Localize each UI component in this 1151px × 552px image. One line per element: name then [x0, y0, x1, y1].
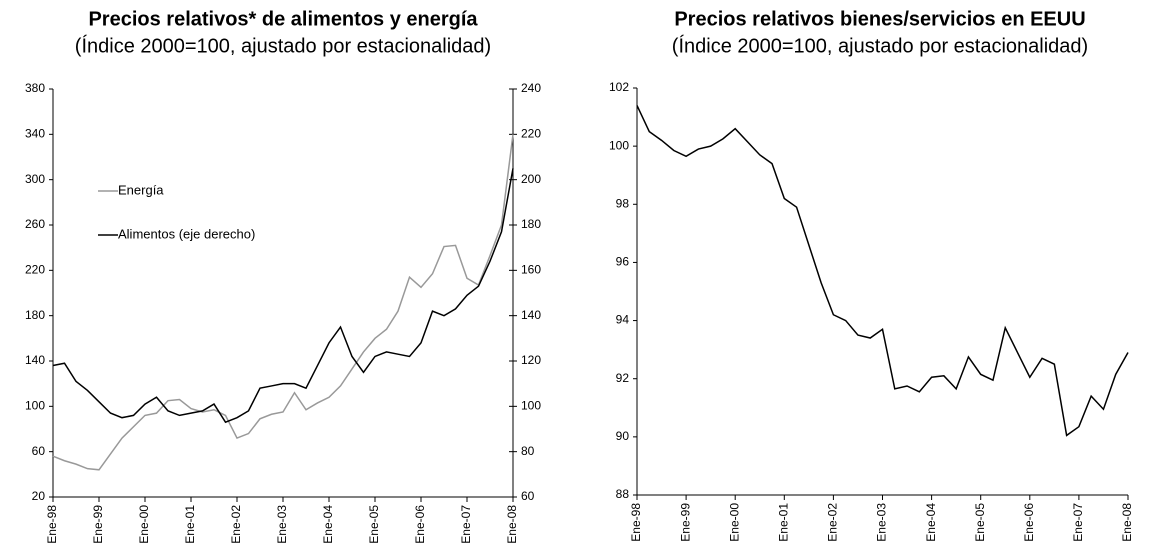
y2-tick-label: 120 [521, 353, 541, 367]
x-tick-label: Ene-01 [776, 503, 790, 542]
chart-subtitle: (Índice 2000=100, ajustado por estaciona… [75, 34, 491, 57]
y-tick-label: 140 [25, 353, 45, 367]
y-tick-label: 340 [25, 127, 45, 141]
x-tick-label: Ene-01 [183, 505, 197, 544]
y-tick-label: 260 [25, 217, 45, 231]
x-tick-label: Ene-05 [973, 503, 987, 542]
x-tick-label: Ene-08 [1120, 503, 1134, 542]
y-tick-label: 100 [25, 399, 45, 413]
y2-tick-label: 240 [521, 81, 541, 95]
y-tick-label: 100 [609, 138, 629, 152]
y-tick-label: 380 [25, 81, 45, 95]
y2-tick-label: 200 [521, 172, 541, 186]
x-tick-label: Ene-98 [629, 503, 643, 542]
x-tick-label: Ene-07 [1071, 503, 1085, 542]
legend-label: Energía [118, 182, 164, 197]
data-line [52, 134, 514, 471]
y-tick-label: 180 [25, 308, 45, 322]
y2-tick-label: 140 [521, 308, 541, 322]
chart-subtitle: (Índice 2000=100, ajustado por estaciona… [672, 34, 1088, 57]
y-tick-label: 20 [32, 489, 46, 503]
y-tick-label: 300 [25, 172, 45, 186]
y-tick-label: 96 [616, 255, 630, 269]
y-tick-label: 90 [616, 429, 630, 443]
y-tick-label: 98 [616, 196, 630, 210]
x-tick-label: Ene-99 [91, 505, 105, 544]
y2-tick-label: 60 [521, 489, 535, 503]
x-tick-label: Ene-05 [367, 505, 381, 544]
x-tick-label: Ene-02 [229, 505, 243, 544]
y2-tick-label: 160 [521, 263, 541, 277]
x-tick-label: Ene-04 [924, 503, 938, 542]
chart-title: Precios relativos* de alimentos y energí… [88, 8, 478, 30]
y-tick-label: 220 [25, 263, 45, 277]
x-tick-label: Ene-04 [321, 505, 335, 544]
y2-tick-label: 80 [521, 444, 535, 458]
data-line [52, 168, 514, 424]
x-tick-label: Ene-03 [875, 503, 889, 542]
y-tick-label: 102 [609, 80, 629, 94]
data-line [636, 105, 1129, 437]
x-tick-label: Ene-03 [275, 505, 289, 544]
x-tick-label: Ene-08 [505, 505, 519, 544]
x-tick-label: Ene-06 [413, 505, 427, 544]
x-tick-label: Ene-99 [678, 503, 692, 542]
x-tick-label: Ene-02 [826, 503, 840, 542]
x-tick-label: Ene-98 [45, 505, 59, 544]
y2-tick-label: 180 [521, 217, 541, 231]
x-tick-label: Ene-07 [459, 505, 473, 544]
y2-tick-label: 220 [521, 127, 541, 141]
y-tick-label: 94 [616, 313, 630, 327]
y-tick-label: 60 [32, 444, 46, 458]
x-tick-label: Ene-06 [1022, 503, 1036, 542]
y-tick-label: 88 [616, 487, 630, 501]
x-tick-label: Ene-00 [727, 503, 741, 542]
legend-label: Alimentos (eje derecho) [118, 226, 255, 241]
x-tick-label: Ene-00 [137, 505, 151, 544]
y2-tick-label: 100 [521, 399, 541, 413]
y-tick-label: 92 [616, 371, 630, 385]
chart-title: Precios relativos bienes/servicios en EE… [674, 8, 1085, 30]
